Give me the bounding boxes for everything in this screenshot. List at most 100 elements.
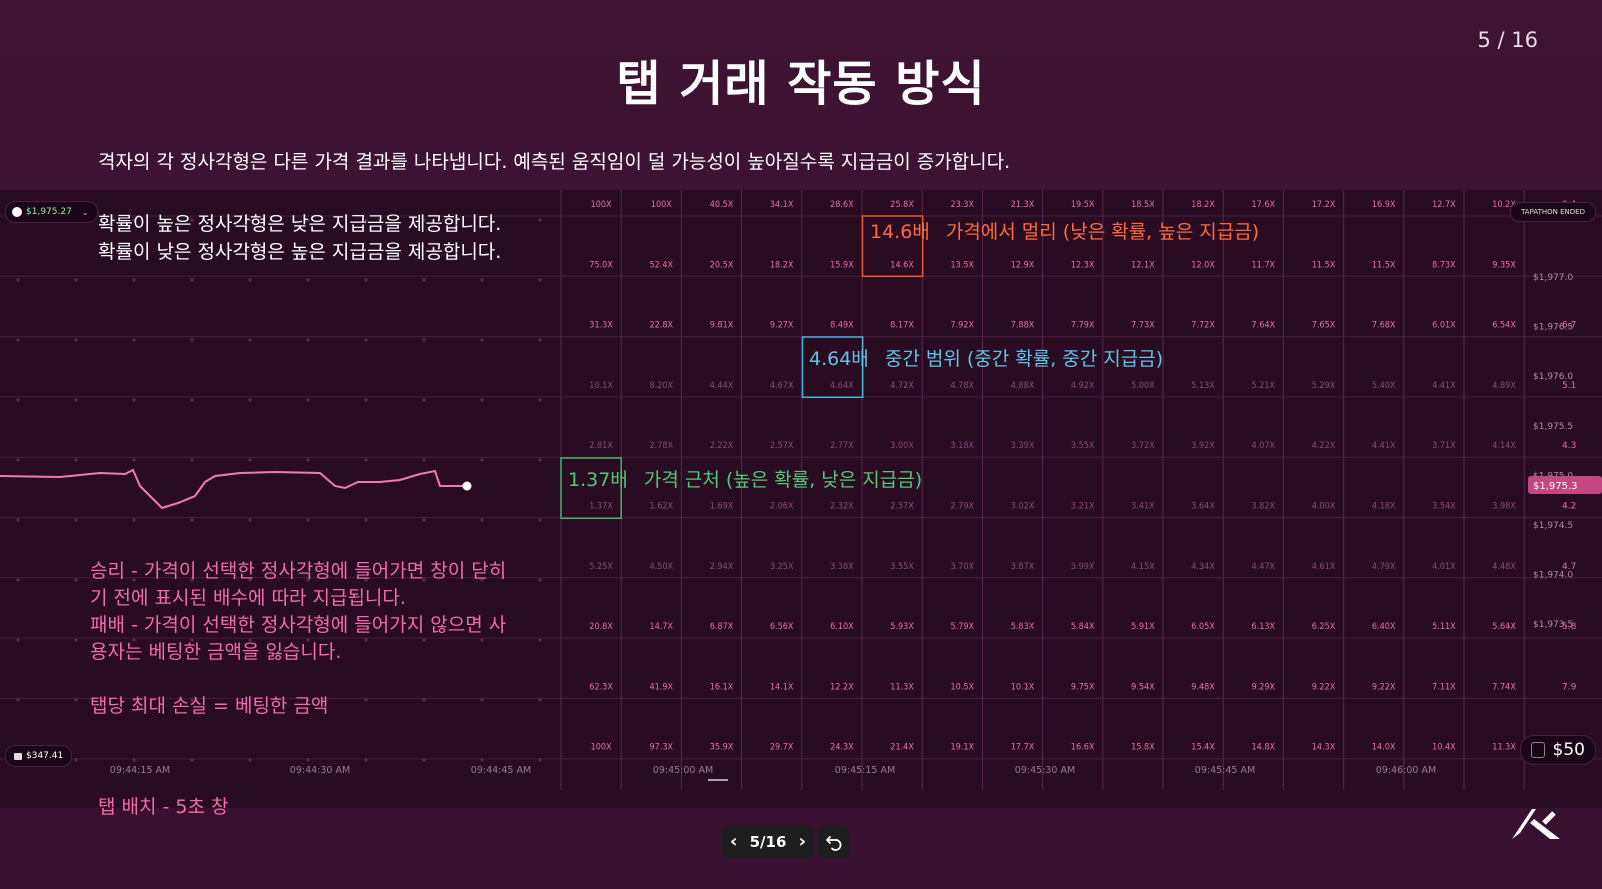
balance-pill[interactable]: $1,975.27 ⌄ bbox=[5, 201, 98, 223]
price-tick: $1,976.0 bbox=[1533, 372, 1573, 382]
bet-amount: $50 bbox=[1552, 740, 1585, 760]
multiplier-label: 6.56X bbox=[770, 622, 794, 632]
price-tick: $1,974.0 bbox=[1533, 571, 1573, 581]
multiplier-label: 3.02X bbox=[1011, 502, 1035, 512]
multiplier-label: 10.1X bbox=[1011, 682, 1035, 692]
grid-dot bbox=[74, 458, 78, 462]
multiplier-label: 4.44X bbox=[710, 381, 734, 391]
price-tick: $1,976.5 bbox=[1533, 323, 1573, 333]
grid-dot bbox=[480, 218, 484, 222]
multiplier-label: 3.92X bbox=[1191, 441, 1215, 451]
page-counter: 5 / 16 bbox=[1477, 28, 1538, 52]
multiplier-label: 7.88X bbox=[1011, 321, 1035, 331]
reset-button[interactable] bbox=[818, 825, 850, 858]
grid-dot bbox=[190, 458, 194, 462]
multiplier-label: 52.4X bbox=[650, 260, 674, 270]
multiplier-label: 23.3X bbox=[951, 200, 975, 210]
multiplier-label: 7.68X bbox=[1372, 321, 1396, 331]
bet-amount-pill[interactable]: $50 bbox=[1519, 735, 1596, 765]
multiplier-label: 62.3X bbox=[589, 682, 613, 692]
grid-dot bbox=[306, 578, 310, 582]
multiplier-label: 29.7X bbox=[770, 743, 794, 753]
grid-dot bbox=[422, 578, 426, 582]
multiplier-label: 8.73X bbox=[1432, 260, 1456, 270]
win-loss-rules: 승리 - 가격이 선택한 정사각형에 들어가면 창이 닫히 기 전에 표시된 배… bbox=[90, 558, 530, 720]
multiplier-label: 4.72X bbox=[890, 381, 914, 391]
multiplier-label: 5.91X bbox=[1131, 622, 1155, 632]
nav-pager: ‹ 5/16 › bbox=[722, 825, 814, 858]
multiplier-label: 5.25X bbox=[589, 562, 613, 572]
callout-mid-box bbox=[801, 336, 864, 399]
time-label: 09:45:45 AM bbox=[1195, 765, 1255, 776]
multiplier-label: 4.89X bbox=[1492, 381, 1516, 391]
grid-dot bbox=[74, 398, 78, 402]
multiplier-label: 1.62X bbox=[650, 502, 674, 512]
multiplier-label: 4.50X bbox=[650, 562, 674, 572]
multiplier-label: 3.99X bbox=[1071, 562, 1095, 572]
rules-line: 승리 - 가격이 선택한 정사각형에 들어가면 창이 닫히 bbox=[90, 560, 507, 582]
multiplier-label: 10.1X bbox=[589, 381, 613, 391]
grid-dot bbox=[480, 278, 484, 282]
multiplier-label: 41.9X bbox=[650, 682, 674, 692]
time-label: 09:44:30 AM bbox=[290, 765, 350, 776]
multiplier-label: 4.00X bbox=[1312, 502, 1336, 512]
grid-dot bbox=[538, 698, 542, 702]
multiplier-label: 7.74X bbox=[1492, 682, 1516, 692]
multiplier-label: 14.7X bbox=[650, 622, 674, 632]
grid-dot bbox=[364, 458, 368, 462]
time-label: 09:46:00 AM bbox=[1376, 765, 1436, 776]
grid-dot bbox=[538, 458, 542, 462]
caption: 탭 배치 - 5초 창 bbox=[98, 796, 229, 818]
callout-mid-label: 중간 범위 (중간 확률, 중간 지급금) bbox=[884, 348, 1164, 370]
multiplier-label: 4.01X bbox=[1432, 562, 1456, 572]
grid-dot bbox=[422, 218, 426, 222]
multiplier-label: 14.0X bbox=[1372, 743, 1396, 753]
multiplier-label: 8.17X bbox=[890, 321, 914, 331]
time-label: 09:45:30 AM bbox=[1015, 765, 1075, 776]
multiplier-label: 24.3X bbox=[830, 743, 854, 753]
eth-icon bbox=[12, 207, 22, 217]
multiplier-label: 2.81X bbox=[589, 441, 613, 451]
callout-mid: 4.64배 중간 범위 (중간 확률, 중간 지급금) bbox=[805, 344, 1163, 371]
chevron-left-icon[interactable]: ‹ bbox=[730, 831, 738, 852]
multiplier-label: 5.40X bbox=[1372, 381, 1396, 391]
multiplier-label: 12.0X bbox=[1191, 260, 1215, 270]
multiplier-label: 4.07X bbox=[1252, 441, 1276, 451]
grid-dot bbox=[538, 218, 542, 222]
grid-dot bbox=[364, 638, 368, 642]
multiplier-label: 14.3X bbox=[1312, 743, 1336, 753]
grid-dot bbox=[190, 278, 194, 282]
multiplier-label: 9.75X bbox=[1071, 682, 1095, 692]
multiplier-label-edge: 7.9 bbox=[1562, 682, 1577, 692]
multiplier-label: 15.8X bbox=[1131, 743, 1155, 753]
grid-dot bbox=[132, 398, 136, 402]
rules-line: 기 전에 표시된 배수에 따라 지급됩니다. bbox=[90, 587, 406, 609]
grid-dot bbox=[132, 278, 136, 282]
grid-dot bbox=[132, 458, 136, 462]
grid-dot bbox=[480, 698, 484, 702]
status-badge: TAPATHON ENDED bbox=[1510, 202, 1596, 222]
multiplier-label: 19.1X bbox=[951, 743, 975, 753]
multiplier-label: 21.3X bbox=[1011, 200, 1035, 210]
multiplier-label: 12.9X bbox=[1011, 260, 1035, 270]
wallet-pill[interactable]: $347.41 bbox=[5, 745, 73, 767]
grid-dot bbox=[306, 638, 310, 642]
multiplier-label: 25.8X bbox=[890, 200, 914, 210]
grid-dot bbox=[74, 698, 78, 702]
multiplier-label: 3.38X bbox=[830, 562, 854, 572]
chevron-right-icon[interactable]: › bbox=[798, 831, 806, 852]
multiplier-label: 16.9X bbox=[1372, 200, 1396, 210]
multiplier-label-edge: 4.2 bbox=[1562, 502, 1576, 512]
multiplier-label: 6.13X bbox=[1252, 622, 1276, 632]
grid-dot bbox=[190, 518, 194, 522]
grid-dot bbox=[364, 698, 368, 702]
grid-dot bbox=[248, 218, 252, 222]
grid-dot bbox=[480, 578, 484, 582]
grid-dot bbox=[422, 278, 426, 282]
multiplier-label: 14.6X bbox=[890, 260, 914, 270]
grid-dot bbox=[248, 578, 252, 582]
time-label: 09:45:00 AM bbox=[653, 765, 713, 776]
multiplier-label: 2.78X bbox=[650, 441, 674, 451]
multiplier-label: 28.6X bbox=[830, 200, 854, 210]
page-title: 탭 거래 작동 방식 bbox=[616, 56, 986, 112]
